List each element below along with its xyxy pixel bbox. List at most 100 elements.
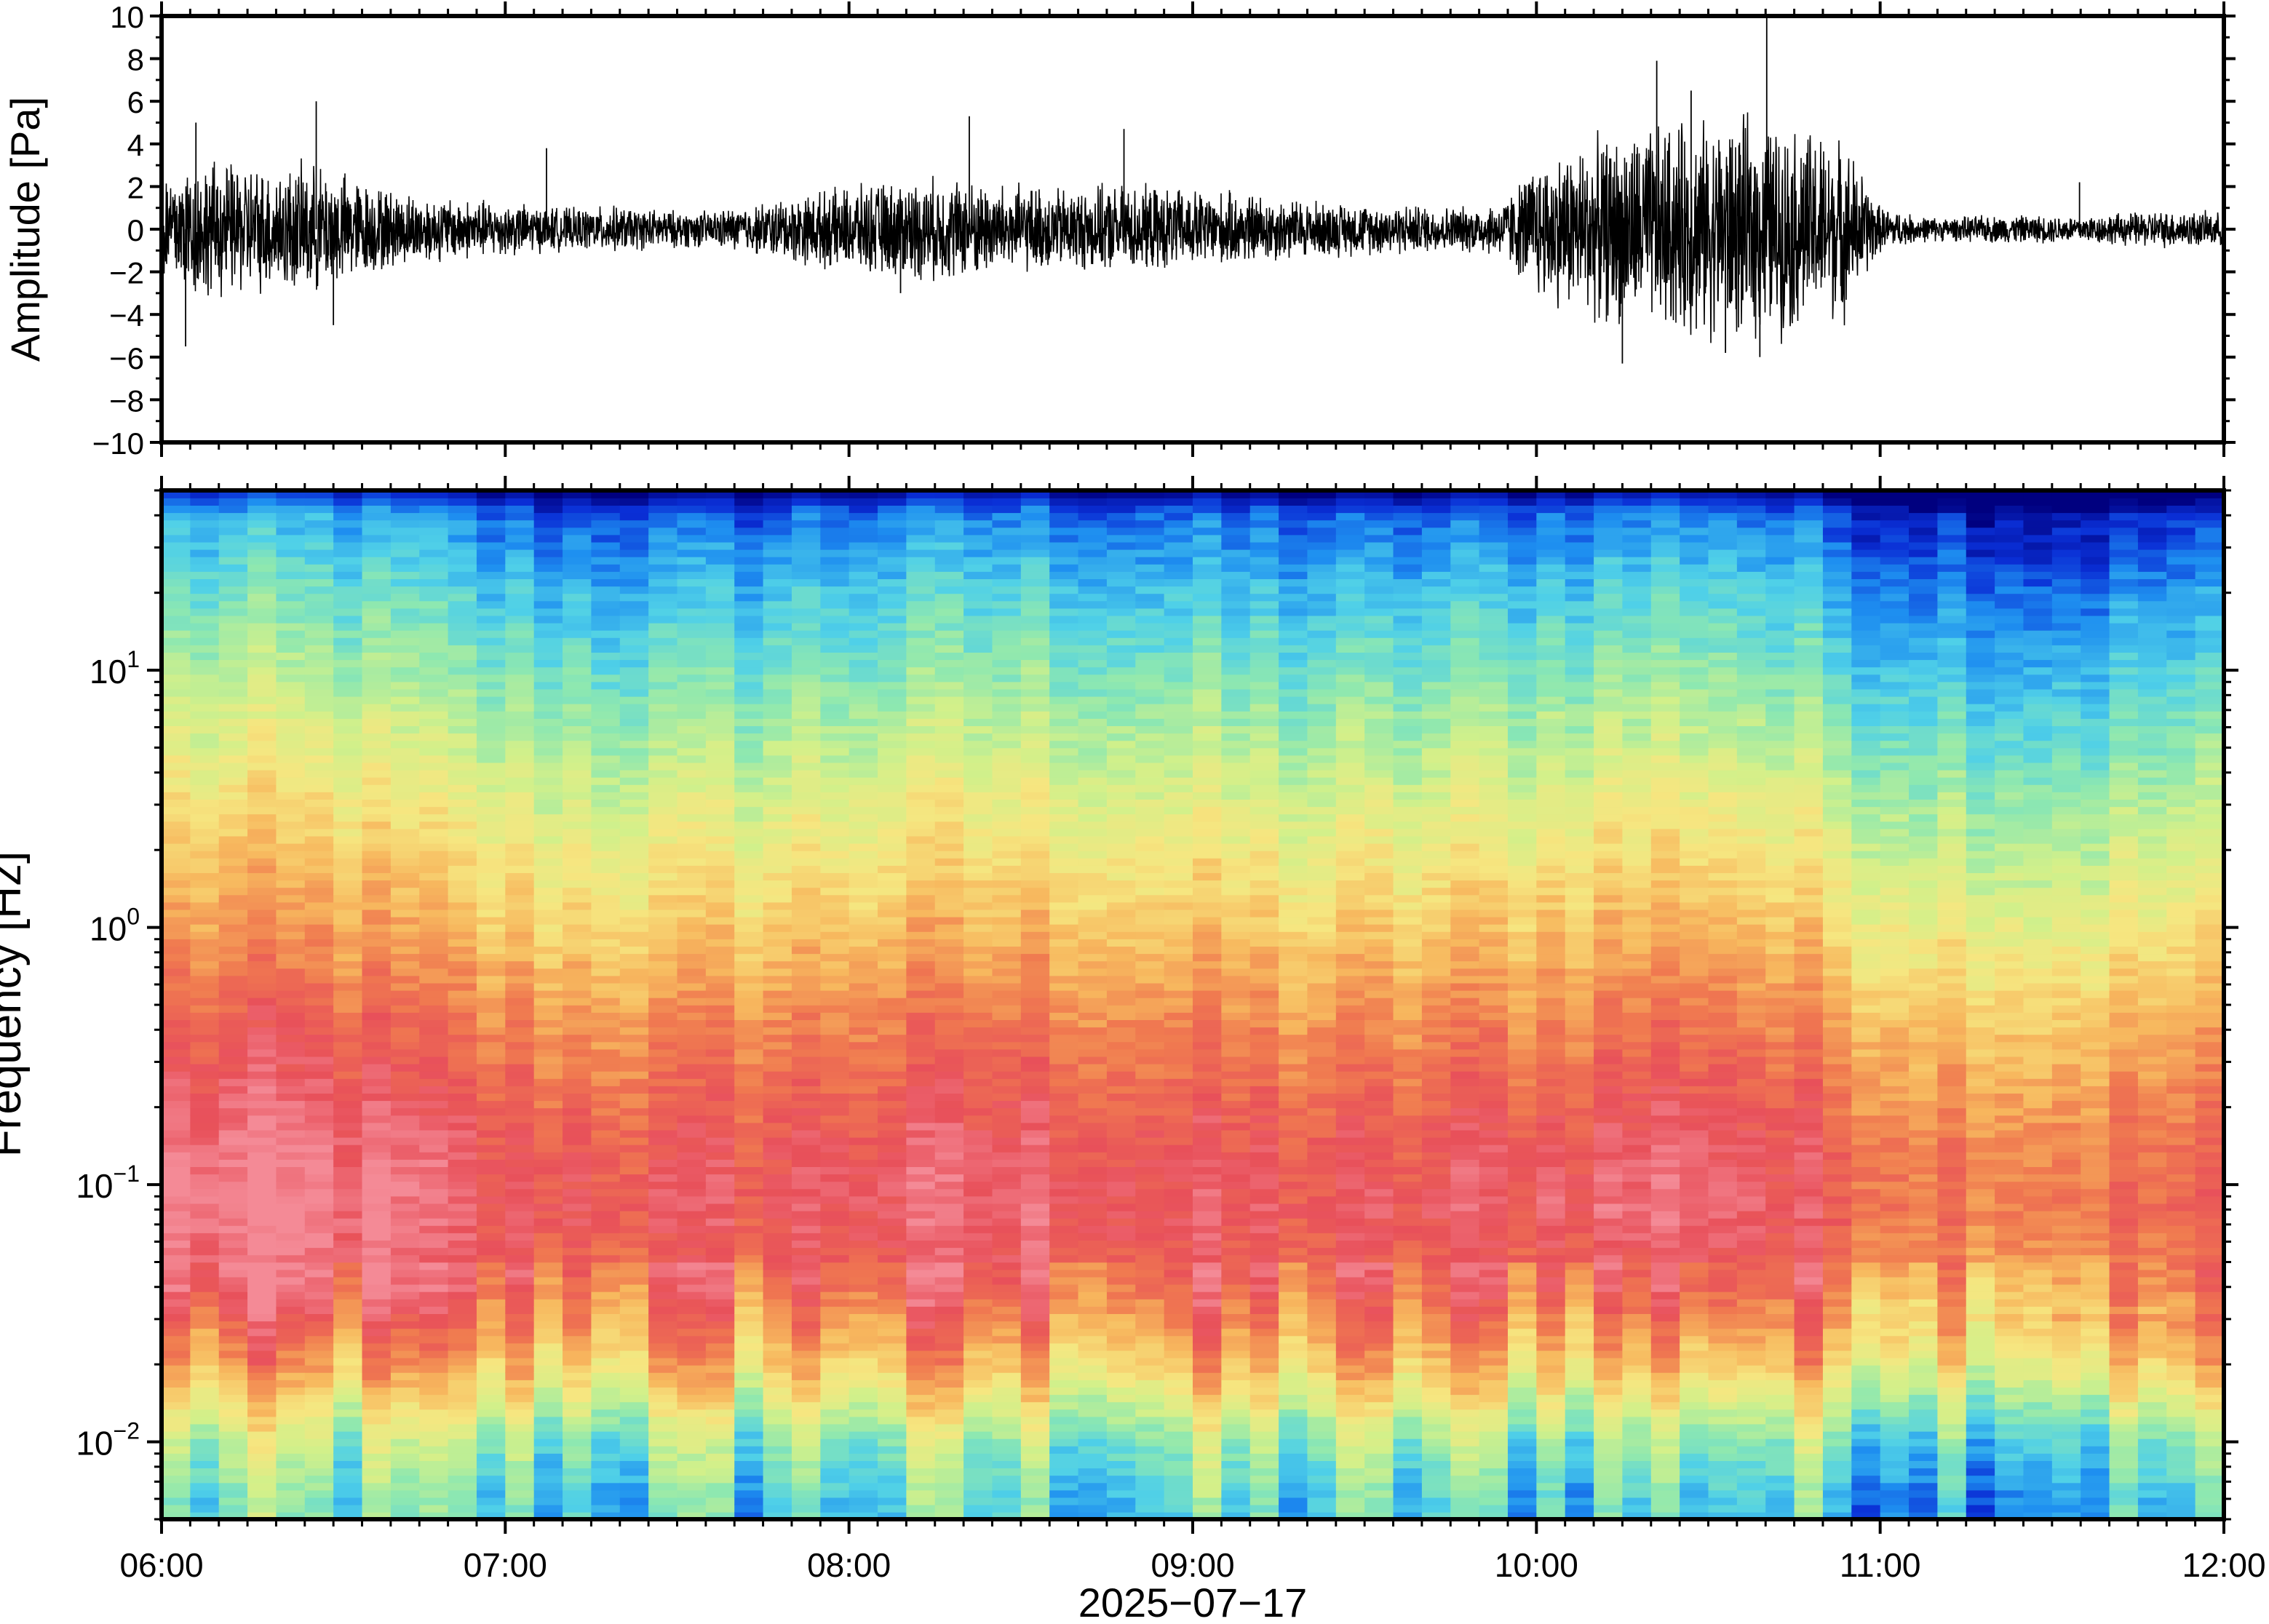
spectrogram-cell [706, 1056, 735, 1064]
spectrogram-cell [677, 593, 707, 601]
spectrogram-cell [448, 704, 477, 712]
spectrogram-cell [734, 1365, 763, 1373]
spectrogram-cell [1107, 564, 1136, 572]
spectrogram-cell [419, 887, 448, 895]
spectrogram-heatmap [162, 490, 2225, 1520]
spectrogram-cell [706, 872, 735, 880]
spectrogram-cell [706, 674, 735, 682]
spectrogram-cell [391, 1417, 420, 1425]
spectrogram-cell [305, 1056, 334, 1064]
spectrogram-cell [820, 1130, 849, 1138]
spectrogram-cell [419, 770, 448, 778]
spectrogram-cell [992, 549, 1021, 557]
spectrogram-cell [963, 1203, 993, 1211]
spectrogram-cell [620, 578, 649, 586]
spectrogram-cell [906, 1233, 935, 1241]
spectrogram-cell [1049, 858, 1078, 866]
spectrogram-cell [247, 666, 277, 674]
spectrogram-cell [906, 1431, 935, 1439]
spectrogram-cell [1021, 1424, 1050, 1432]
spectrogram-cell [820, 799, 849, 807]
spectrogram-cell [305, 998, 334, 1006]
spectrogram-cell [706, 1372, 735, 1380]
spectrogram-cell [648, 1071, 677, 1079]
spectrogram-cell [1021, 689, 1050, 697]
spectrogram-cell [620, 498, 649, 506]
spectrogram-cell [190, 998, 219, 1006]
spectrogram-cell [477, 1387, 506, 1395]
spectrogram-cell [878, 1240, 907, 1248]
spectrogram-cell [1021, 1203, 1050, 1211]
spectrogram-cell [648, 704, 677, 712]
spectrogram-cell [563, 1438, 592, 1446]
spectrogram-cell [763, 1336, 792, 1344]
spectrogram-cell [505, 1056, 534, 1064]
spectrogram-cell [878, 968, 907, 976]
spectrogram-cell [190, 939, 219, 947]
spectrogram-cell [792, 1372, 821, 1380]
spectrogram-cell [906, 682, 935, 690]
spectrogram-cell [563, 909, 592, 918]
spectrogram-cell [477, 851, 506, 859]
spectrogram-cell [992, 1145, 1021, 1153]
spectrogram-cell [963, 1343, 993, 1351]
spectrogram-cell [1049, 505, 1078, 513]
spectrogram-cell [391, 630, 420, 638]
spectrogram-cell [276, 1277, 305, 1285]
spectrogram-cell [792, 674, 821, 682]
spectrogram-cell [247, 1145, 277, 1153]
spectrogram-cell [276, 755, 305, 763]
spectrogram-cell [505, 865, 534, 873]
spectrogram-cell [706, 1291, 735, 1299]
spectrogram-cell [820, 557, 849, 565]
spectrogram-cell [734, 821, 763, 829]
spectrogram-cell [333, 711, 362, 719]
spectrogram-cell [219, 895, 248, 903]
spectrogram-cell [992, 909, 1021, 918]
spectrogram-cell [1021, 1254, 1050, 1262]
spectrogram-cell [820, 1100, 849, 1108]
spectrogram-cell [362, 1277, 392, 1285]
spectrogram-cell [276, 909, 305, 918]
spectrogram-cell [849, 1417, 878, 1425]
spectrogram-cell [734, 652, 763, 660]
spectrogram-cell [992, 865, 1021, 873]
spectrogram-cell [878, 1343, 907, 1351]
spectrogram-cell [419, 637, 448, 645]
spectrogram-cell [362, 763, 392, 771]
spectrogram-cell [620, 1401, 649, 1409]
spectrogram-cell [563, 512, 592, 520]
spectrogram-cell [963, 1218, 993, 1226]
spectrogram-cell [333, 608, 362, 616]
spectrogram-cell [992, 1468, 1021, 1476]
spectrogram-cell [734, 1299, 763, 1307]
spectrogram-cell [563, 1262, 592, 1270]
spectrogram-cell [448, 976, 477, 984]
spectrogram-cell [162, 1130, 191, 1138]
spectrogram-cell [706, 1505, 735, 1513]
spectrogram-cell [448, 1137, 477, 1145]
spectrogram-cell [362, 1174, 392, 1182]
spectrogram-cell [448, 1123, 477, 1131]
spectrogram-cell [620, 1409, 649, 1417]
spectrogram-cell [1021, 498, 1050, 506]
spectrogram-cell [1021, 571, 1050, 579]
spectrogram-cell [247, 586, 277, 594]
spectrogram-cell [792, 909, 821, 918]
spectrogram-cell [247, 1012, 277, 1020]
spectrogram-cell [763, 909, 792, 918]
spectrogram-cell [963, 1211, 993, 1219]
spectrogram-cell [1049, 946, 1078, 954]
spectrogram-cell [878, 1130, 907, 1138]
spectrogram-cell [505, 1497, 534, 1505]
spectrogram-cell [1107, 1291, 1136, 1299]
spectrogram-cell [448, 1313, 477, 1321]
spectrogram-cell [849, 1505, 878, 1513]
spectrogram-cell [820, 924, 849, 932]
spectrogram-cell [706, 608, 735, 616]
spectrogram-cell [906, 652, 935, 660]
spectrogram-cell [734, 1100, 763, 1108]
spectrogram-cell [563, 1034, 592, 1042]
spectrogram-cell [677, 1100, 707, 1108]
spectrogram-cell [247, 1380, 277, 1388]
